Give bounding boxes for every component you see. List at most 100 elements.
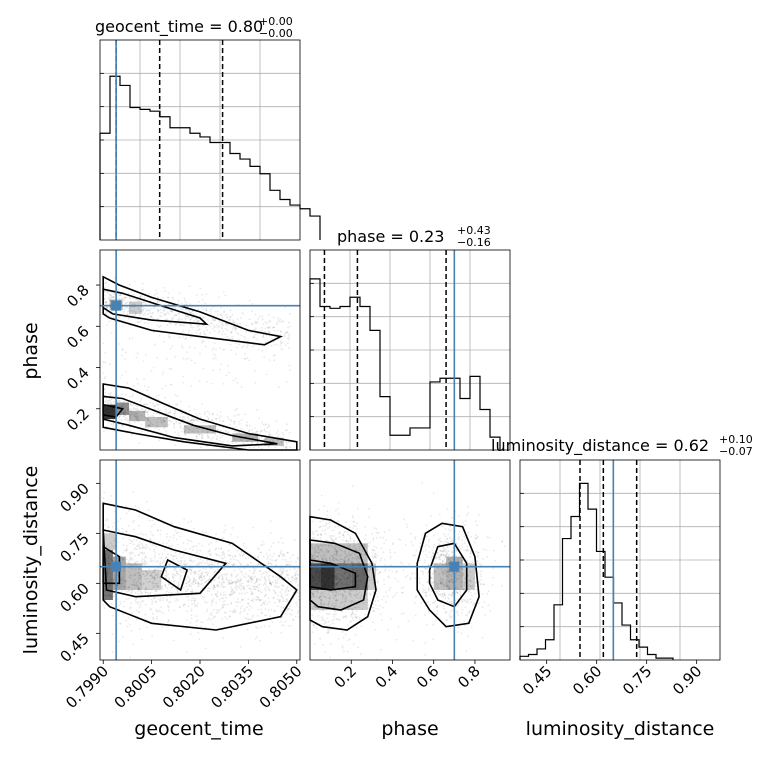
sample-point [256,627,259,630]
sample-point [281,584,284,587]
sample-point [369,568,372,571]
sample-point [135,548,138,551]
sample-point [183,299,186,302]
sample-point [345,540,348,542]
sample-point [246,440,249,443]
sample-point [325,522,328,525]
sample-point [336,618,339,621]
sample-point [262,334,265,337]
sample-point [250,441,253,443]
sample-point [316,545,319,547]
sample-point [157,403,160,406]
sample-point [221,551,224,554]
sample-point [213,608,215,611]
sample-point [125,531,128,534]
sample-point [118,343,120,345]
sample-point [160,315,163,317]
sample-point [113,574,116,577]
sample-point [333,560,336,562]
sample-point [230,533,232,536]
sample-point [294,615,297,618]
sample-point [212,600,215,602]
sample-point [165,313,168,315]
sample-point [261,318,264,320]
sample-point [322,529,324,532]
sample-point [175,557,178,560]
sample-point [144,427,147,429]
sample-point [214,548,217,551]
sample-point [167,553,169,555]
sample-point [312,623,315,626]
sample-point [255,580,258,582]
sample-point [215,438,218,441]
sample-point [248,584,251,587]
sample-point [442,554,444,557]
sample-point [263,603,266,606]
sample-point [376,569,379,571]
sample-point [195,331,198,334]
sample-point [118,529,121,531]
sample-point [245,324,248,327]
sample-point [174,567,176,570]
sample-point [285,560,288,563]
sample-point [133,407,135,409]
sample-point [155,590,158,592]
sample-point [341,593,344,596]
sample-point [424,654,427,656]
sample-point [274,564,277,566]
sample-point [146,410,149,413]
sample-point [118,417,120,419]
sample-point [144,408,147,411]
sample-point [249,577,251,580]
sample-point [425,594,427,597]
sample-point [170,586,173,589]
sample-point [107,421,110,424]
sample-point [429,594,431,596]
sample-point [254,588,256,591]
sample-point [179,535,182,538]
sample-point [197,562,199,565]
sample-point [278,386,280,389]
sample-point [166,590,168,593]
sample-point [227,581,230,583]
sample-point [157,529,159,531]
sample-point [138,573,141,576]
sample-point [128,571,131,573]
sample-point [139,400,142,403]
sample-point [273,596,275,599]
sample-point [208,425,211,427]
sample-point [183,418,186,421]
sample-point [280,609,283,612]
sample-point [246,357,249,360]
sample-point [102,361,105,364]
sample-point [238,343,240,346]
sample-point [127,589,130,592]
sample-point [231,588,234,591]
sample-point [189,323,192,326]
sample-point [422,573,425,575]
sample-point [124,296,127,299]
sample-point [117,317,120,319]
sample-point [245,617,248,620]
sample-point [274,559,276,562]
sample-point [215,584,218,587]
sample-point [200,434,203,436]
sample-point [342,615,345,618]
sample-point [274,585,276,588]
sample-point [249,569,251,572]
sample-point [221,606,224,609]
sample-point [228,543,231,546]
sample-point [179,568,182,571]
sample-point [155,589,158,592]
sample-point [166,536,168,538]
sample-point [435,557,438,560]
sample-point [112,316,115,319]
sample-point [371,532,374,535]
sample-point [195,427,198,430]
sample-point [122,579,125,582]
sample-point [142,570,144,573]
sample-point [129,559,132,561]
sample-point [166,417,169,420]
sample-point [332,622,334,625]
sample-point [395,592,398,594]
